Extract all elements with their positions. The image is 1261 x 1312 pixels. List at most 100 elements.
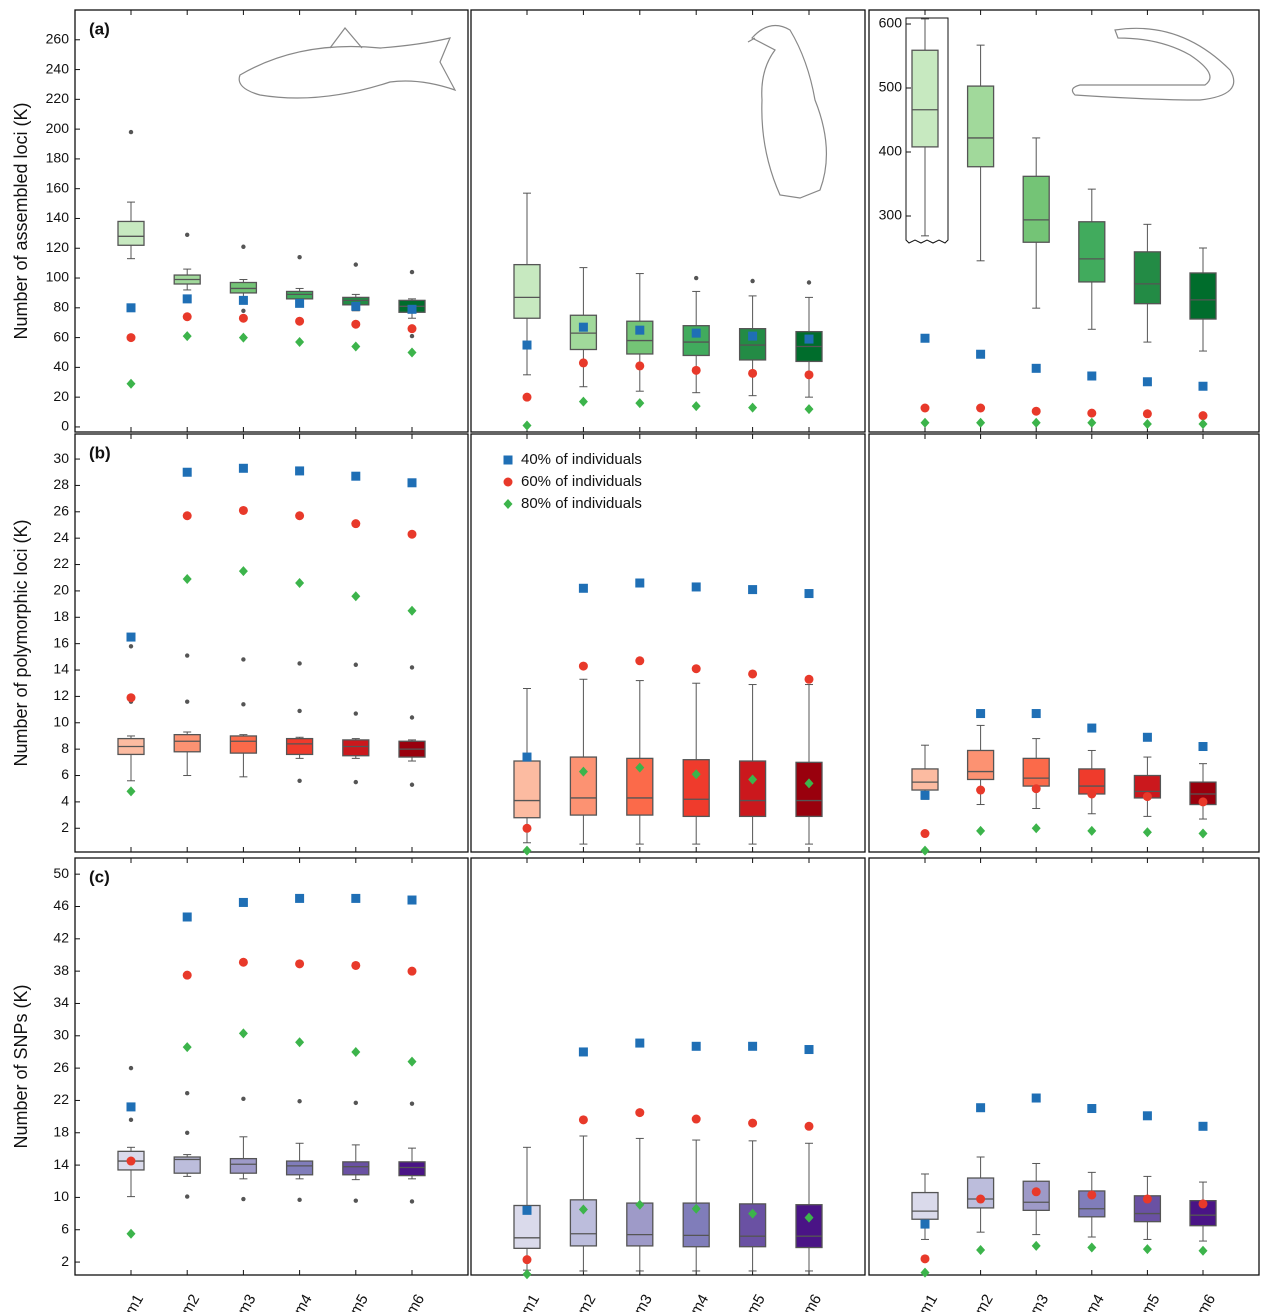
y-tick-label: 500 [879,79,903,95]
y-tick-label: 24 [53,529,69,545]
diamond-marker [976,417,986,428]
box [795,761,823,818]
outlier [353,662,358,667]
box [398,1161,426,1177]
y-tick-label: 18 [53,608,69,624]
y-tick-label: 120 [46,239,70,255]
box [173,733,201,753]
panel-label: (c) [89,867,110,886]
box [1022,175,1050,243]
y-tick-label: 10 [53,1188,69,1204]
diamond-marker [920,845,930,856]
diamond-marker [126,1228,136,1239]
diamond-marker [578,1204,588,1215]
y-tick-label: 160 [46,179,70,195]
y-tick-label: 60 [53,328,69,344]
outlier [128,129,134,135]
square-marker [691,582,701,592]
outlier [409,1101,415,1106]
outlier [297,778,302,783]
circle-marker [748,669,758,679]
x-tick-label: m1 [122,1291,147,1312]
box [795,1204,823,1249]
box [513,760,541,819]
circle-marker [407,324,417,334]
y-tick-label: 12 [53,687,69,703]
square-marker [1031,1093,1041,1103]
outlier [297,1197,302,1203]
circle-marker [691,1114,701,1124]
diamond-marker [407,605,417,616]
y-tick-label: 20 [53,582,69,598]
outlier [409,782,415,787]
y-tick-label: 50 [53,865,69,881]
panel-frame [470,433,866,853]
square-marker [522,340,532,350]
square-marker [182,294,192,304]
outlier [750,278,755,284]
y-tick-label: 26 [53,503,69,519]
circle-marker [522,392,532,402]
diamond-marker [238,566,248,577]
square-marker [1198,381,1208,391]
y-tick-label: 26 [53,1059,69,1075]
outlier [185,1194,190,1199]
outlier [241,308,246,313]
y-tick-label: 14 [53,1156,69,1172]
panel-frame [74,9,469,433]
fish-sketch [238,27,457,99]
square-marker [1031,363,1041,373]
square-marker [635,578,645,588]
circle-marker [1142,409,1152,419]
x-tick-label: m3 [631,1291,656,1312]
square-marker [804,1045,814,1055]
outlier [241,1196,246,1202]
square-marker [635,325,645,335]
circle-marker [1198,797,1208,807]
diamond-marker [635,1199,645,1210]
x-tick-label: m1 [916,1291,941,1312]
x-tick-label: m2 [574,1291,599,1312]
box [911,1191,939,1220]
y-tick-label: 140 [46,209,70,225]
box [1189,272,1217,320]
circle-marker [182,312,192,322]
y-tick-label: 100 [46,269,70,285]
circle-marker [920,829,930,839]
outlier [694,275,699,281]
y-tick-label: 2 [61,1253,69,1269]
diamond-marker [1142,1244,1152,1255]
y-tick-label: 22 [53,1091,69,1107]
circle-marker [407,529,417,539]
diamond-marker [748,402,758,413]
square-marker [976,1103,986,1113]
square-marker [748,1041,758,1051]
square-marker [920,333,930,343]
diamond-marker [578,396,588,407]
panel-frame [470,9,866,433]
circle-marker [748,368,758,378]
y-axis-title: Number of SNPs (K) [11,984,31,1148]
diamond-marker [295,337,305,348]
circle-marker [1031,406,1041,416]
diamond-marker [976,825,986,836]
y-tick-label: 46 [53,897,69,913]
circle-marker [691,664,701,674]
circle-marker [1142,1194,1152,1204]
circle-marker [920,1254,930,1264]
diamond-marker [522,1269,532,1280]
diamond-marker [522,845,532,856]
box [911,768,939,791]
square-marker [1087,723,1097,733]
y-tick-label: 260 [46,30,70,46]
circle-marker [578,1115,588,1125]
outlier [353,711,358,716]
diamond-marker [748,1208,758,1219]
outlier [185,653,190,658]
circle-marker [1087,1190,1097,1200]
x-tick-label: m6 [800,1291,825,1312]
y-tick-label: 240 [46,60,70,76]
square-marker [407,478,417,488]
diamond-marker [126,786,136,797]
circle-marker [976,1194,986,1204]
